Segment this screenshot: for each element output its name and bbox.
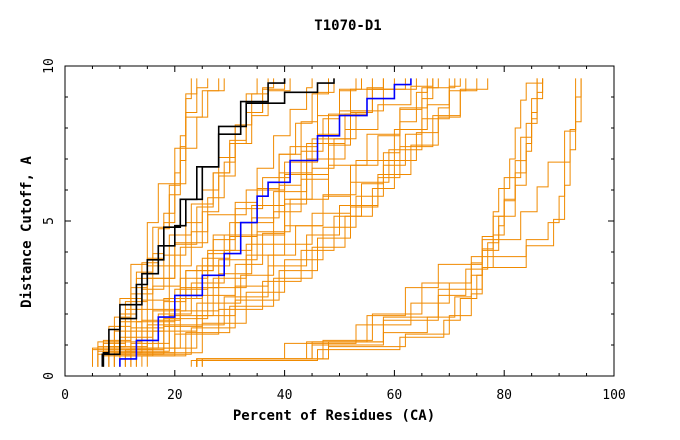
tick-layer: 0 20 40 60 80 100 0 5 10 xyxy=(42,58,626,403)
y-tick-label-1: 5 xyxy=(42,217,57,225)
series-line-10 xyxy=(196,78,582,367)
x-tick-label-2: 40 xyxy=(277,388,293,403)
series-line-23 xyxy=(135,78,489,367)
series-line-9 xyxy=(201,78,582,367)
series-line-2 xyxy=(119,78,412,367)
series-line-39 xyxy=(108,78,220,367)
y-axis-label: Distance Cutoff, A xyxy=(19,156,35,308)
series-layer xyxy=(92,78,582,367)
y-tick-label-0: 0 xyxy=(42,372,57,380)
x-tick-label-3: 60 xyxy=(387,388,403,403)
x-axis-label: Percent of Residues (CA) xyxy=(233,408,435,424)
series-line-31 xyxy=(130,78,384,367)
series-line-3 xyxy=(196,78,544,367)
series-line-1 xyxy=(101,78,335,367)
series-line-37 xyxy=(146,78,434,367)
x-tick-label-4: 80 xyxy=(496,388,512,403)
series-line-38 xyxy=(119,78,291,367)
x-tick-label-1: 20 xyxy=(167,388,183,403)
series-line-36 xyxy=(102,78,362,367)
series-line-14 xyxy=(108,78,450,367)
series-line-41 xyxy=(135,78,439,367)
x-tick-label-5: 100 xyxy=(602,388,625,403)
series-line-5 xyxy=(190,78,544,367)
y-tick-label-2: 10 xyxy=(42,58,57,74)
x-tick-label-0: 0 xyxy=(61,388,69,403)
chart-title: T1070-D1 xyxy=(314,18,381,34)
